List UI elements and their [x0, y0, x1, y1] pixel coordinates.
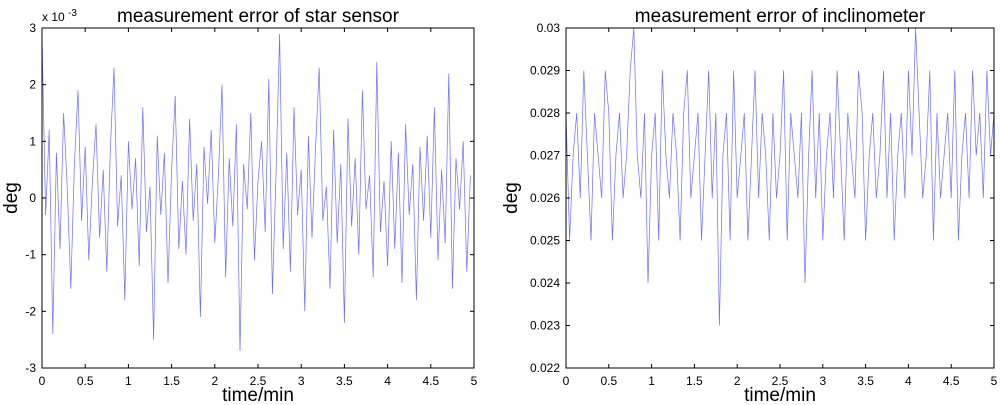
star-sensor-multiplier-base: x 10 [42, 10, 65, 24]
star-sensor-multiplier-exponent: -3 [68, 8, 77, 19]
star-sensor-xtick-label: 3.5 [336, 374, 353, 388]
star-sensor-ticks-group: 0 0.5 1 1.5 2 2.5 3 3.5 4 4.5 5 -3 -2 -1 0 1 2 3 [25, 21, 477, 388]
inclinometer-xtick-label: 2 [734, 374, 741, 388]
star-sensor-ytick-label: 2 [29, 78, 36, 92]
inclinometer-title: measurement error of inclinometer [635, 6, 926, 27]
star-sensor-axes-box [41, 27, 475, 369]
star-sensor-xtick-label: 4 [384, 374, 391, 388]
inclinometer-xlabel: time/min [744, 385, 816, 405]
inclinometer-series-group [565, 27, 995, 326]
star-sensor-xtick-label: 0.5 [77, 374, 94, 388]
inclinometer-xtick-label: 4 [905, 374, 912, 388]
star-sensor-xtick-label: 1.5 [163, 374, 180, 388]
star-sensor-ytick-label: 3 [29, 21, 36, 35]
star-sensor-series-group [41, 33, 471, 352]
inclinometer-ytick-label: 0.03 [537, 21, 561, 35]
inclinometer-ytick-label: 0.026 [530, 191, 560, 205]
star-sensor-xtick-label: 1 [125, 374, 132, 388]
inclinometer-ytick-label: 0.028 [530, 106, 560, 120]
star-sensor-ytick-label: -3 [25, 361, 36, 375]
inclinometer-xtick-label: 0 [563, 374, 570, 388]
inclinometer-series-line-0 [565, 27, 995, 326]
star-sensor-title: measurement error of star sensor [117, 6, 400, 27]
inclinometer-xtick-label: 0.5 [600, 374, 617, 388]
inclinometer-xtick-label: 1 [648, 374, 655, 388]
star-sensor-ytick-label: -2 [25, 304, 36, 318]
inclinometer-ytick-label: 0.027 [530, 149, 560, 163]
inclinometer-ytick-label: 0.029 [530, 64, 560, 78]
inclinometer-ytick-label: 0.025 [530, 234, 560, 248]
inclinometer-xtick-label: 2.5 [772, 374, 789, 388]
star-sensor-ytick-label: 0 [29, 191, 36, 205]
inclinometer-ytick-label: 0.022 [530, 361, 560, 375]
inclinometer-xtick-label: 5 [991, 374, 998, 388]
star-sensor-xtick-label: 0 [39, 374, 46, 388]
inclinometer-xtick-label: 3.5 [857, 374, 874, 388]
star-sensor-xlabel: time/min [222, 385, 294, 405]
star-sensor-chart: measurement error of star sensor time/mi… [1, 6, 478, 405]
star-sensor-xtick-label: 4.5 [422, 374, 439, 388]
inclinometer-xtick-label: 1.5 [686, 374, 703, 388]
inclinometer-ytick-label: 0.023 [530, 319, 560, 333]
inclinometer-xtick-label: 4.5 [943, 374, 960, 388]
inclinometer-ticks-group: 0 0.5 1 1.5 2 2.5 3 3.5 4 4.5 5 0.022 0.023 0.024 0.02… [530, 21, 998, 388]
star-sensor-xtick-label: 2 [211, 374, 218, 388]
star-sensor-series-line-0 [41, 33, 471, 352]
star-sensor-xtick-label: 2.5 [250, 374, 267, 388]
star-sensor-ylabel: deg [1, 182, 22, 214]
star-sensor-ytick-label: -1 [25, 248, 36, 262]
inclinometer-ylabel: deg [501, 182, 522, 214]
inclinometer-ytick-label: 0.024 [530, 276, 560, 290]
star-sensor-ytick-label: 1 [29, 134, 36, 148]
inclinometer-chart: measurement error of inclinometer time/m… [501, 6, 998, 405]
star-sensor-xtick-label: 5 [471, 374, 478, 388]
star-sensor-xtick-label: 3 [298, 374, 305, 388]
inclinometer-xtick-label: 3 [819, 374, 826, 388]
star-sensor-multiplier: x 10 -3 [42, 8, 77, 24]
